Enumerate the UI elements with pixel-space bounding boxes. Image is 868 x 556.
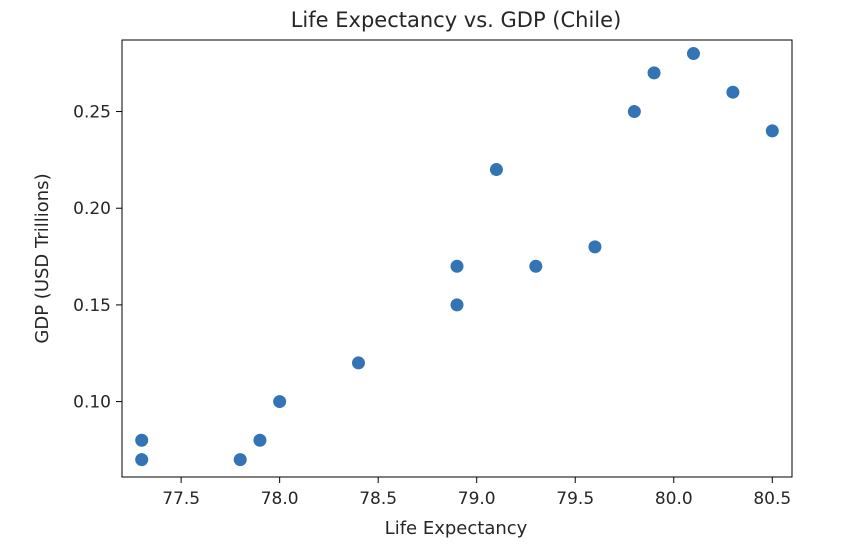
data-point: [726, 85, 740, 99]
data-point: [351, 356, 365, 370]
y-tick-label: 0.10: [73, 393, 111, 413]
y-axis-label: GDP (USD Trillions): [32, 173, 53, 343]
x-tick-label: 78.0: [261, 489, 299, 509]
x-tick-label: 80.5: [753, 489, 791, 509]
data-point: [450, 298, 464, 312]
chart-title: Life Expectancy vs. GDP (Chile): [291, 8, 622, 32]
data-point: [489, 163, 503, 177]
x-axis-label: Life Expectancy: [385, 518, 528, 539]
data-point: [135, 453, 149, 467]
data-point: [135, 433, 149, 447]
data-points: [135, 47, 779, 467]
y-axis: 0.10 0.15 0.20 0.25: [73, 103, 122, 413]
data-point: [253, 433, 267, 447]
plot-area-frame: [121, 39, 793, 478]
x-tick-label: 77.5: [162, 489, 200, 509]
data-point: [529, 259, 543, 273]
data-point: [233, 453, 247, 467]
data-point: [450, 259, 464, 273]
x-tick-label: 79.0: [458, 489, 496, 509]
data-point: [273, 395, 287, 409]
data-point: [686, 47, 700, 61]
x-tick-label: 78.5: [359, 489, 397, 509]
x-tick-label: 79.5: [556, 489, 594, 509]
x-axis: 77.5 78.0 78.5 79.0 79.5 80.0 80.5: [162, 477, 791, 509]
data-point: [627, 105, 641, 119]
data-point: [647, 66, 661, 80]
data-point: [588, 240, 602, 254]
x-tick-label: 80.0: [655, 489, 693, 509]
y-tick-label: 0.25: [73, 103, 111, 123]
y-tick-label: 0.15: [73, 296, 111, 316]
data-point: [765, 124, 779, 138]
y-tick-label: 0.20: [73, 199, 111, 219]
